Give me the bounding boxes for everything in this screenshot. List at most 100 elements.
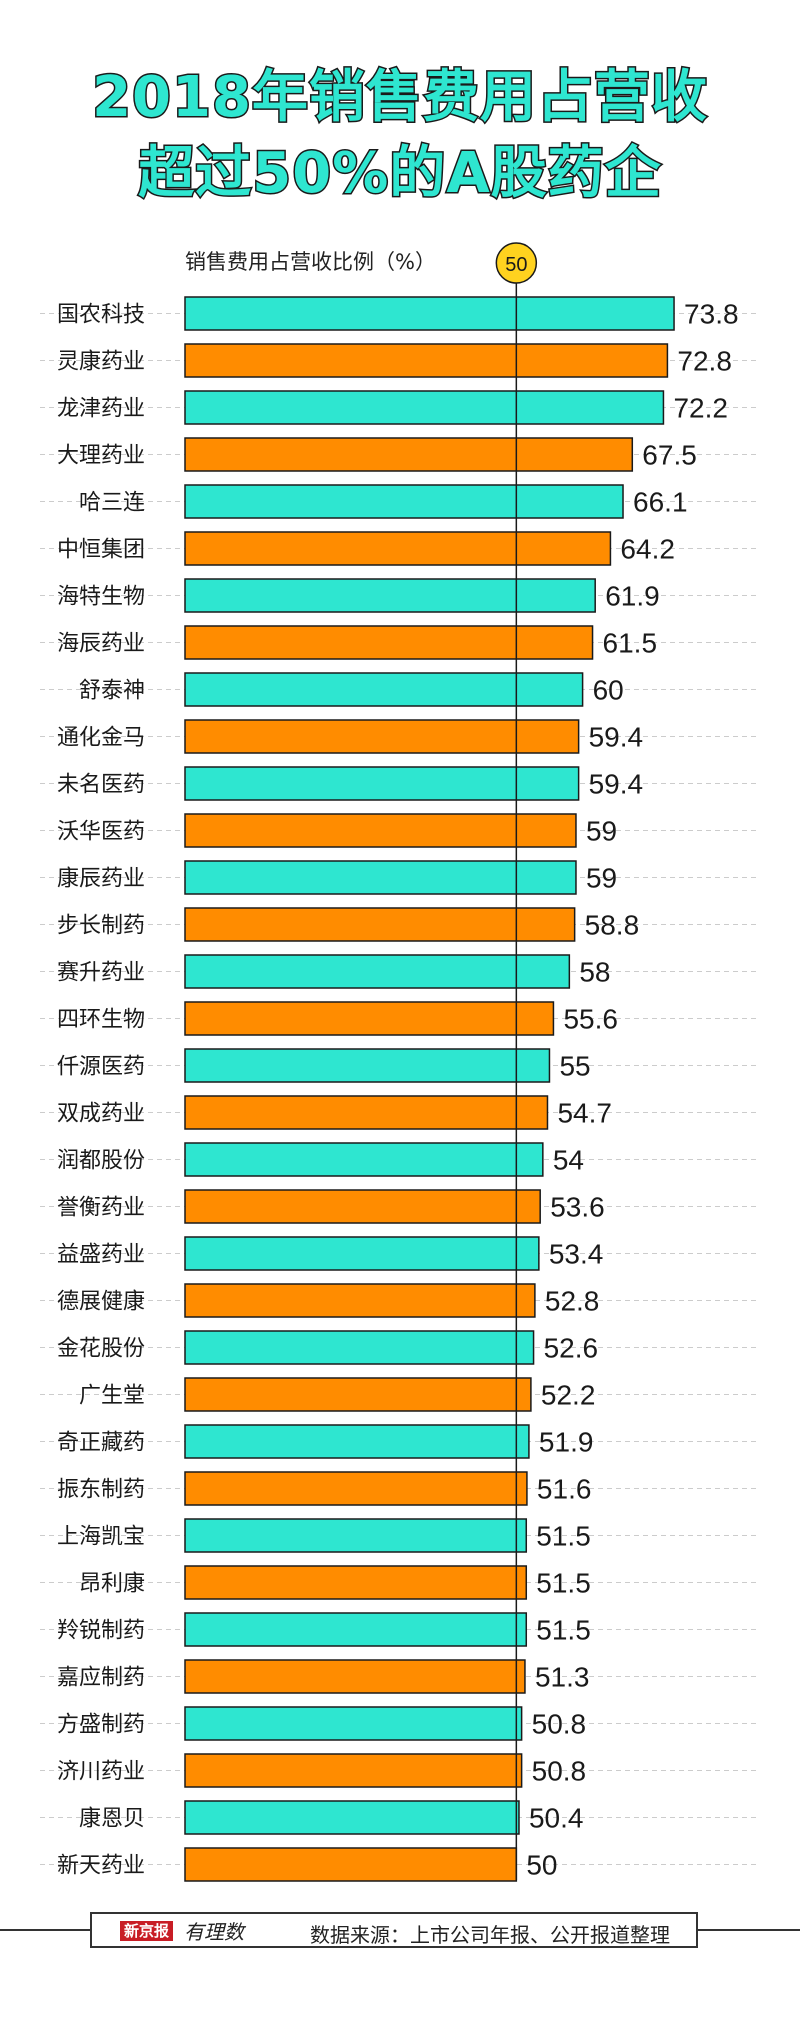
value-label: 61.5 — [603, 628, 658, 659]
category-label: 振东制药 — [57, 1478, 145, 1503]
bar — [184, 1001, 555, 1036]
value-label: 51.5 — [536, 1615, 591, 1646]
category-label: 双成药业 — [57, 1102, 145, 1127]
category-label: 大理药业 — [57, 444, 145, 469]
bar — [184, 907, 576, 942]
value-label: 50 — [526, 1850, 557, 1881]
category-label: 舒泰神 — [79, 679, 145, 704]
category-label: 德展健康 — [57, 1290, 145, 1315]
category-label: 步长制药 — [57, 914, 145, 939]
bar — [184, 578, 596, 613]
bar — [184, 1330, 535, 1365]
bar — [184, 484, 624, 519]
bar — [184, 1236, 540, 1271]
value-label: 50.8 — [532, 1709, 587, 1740]
value-label: 50.4 — [529, 1803, 584, 1834]
category-label: 海辰药业 — [57, 632, 145, 657]
value-label: 60 — [593, 675, 624, 706]
bar — [184, 1847, 518, 1882]
value-label: 55.6 — [563, 1004, 618, 1035]
value-label: 59 — [586, 816, 617, 847]
data-source: 数据来源：上市公司年报、公开报道整理 — [310, 1923, 670, 1947]
bar — [184, 1471, 528, 1506]
value-label: 53.6 — [550, 1192, 605, 1223]
value-label: 52.6 — [544, 1333, 599, 1364]
category-label: 哈三连 — [79, 491, 145, 516]
value-label: 66.1 — [633, 487, 688, 518]
value-label: 61.9 — [605, 581, 660, 612]
value-label: 55 — [559, 1051, 590, 1082]
category-label: 仟源医药 — [57, 1055, 145, 1080]
category-label: 济川药业 — [57, 1760, 145, 1785]
value-label: 72.8 — [677, 346, 732, 377]
bar — [184, 437, 634, 472]
category-label: 广生堂 — [79, 1384, 145, 1409]
category-label: 海特生物 — [57, 585, 145, 610]
category-label: 中恒集团 — [57, 538, 145, 563]
bar — [184, 1518, 528, 1553]
bar — [184, 1612, 528, 1647]
category-label: 四环生物 — [57, 1008, 145, 1033]
value-label: 67.5 — [642, 440, 697, 471]
bar — [184, 1048, 551, 1083]
category-label: 国农科技 — [57, 303, 145, 328]
bar — [184, 296, 675, 331]
value-label: 51.5 — [536, 1521, 591, 1552]
value-label: 51.5 — [536, 1568, 591, 1599]
reference-badge — [495, 242, 538, 284]
bar — [184, 531, 612, 566]
category-label: 未名医药 — [57, 773, 145, 798]
bar — [184, 625, 594, 660]
value-label: 53.4 — [549, 1239, 604, 1270]
category-label: 康辰药业 — [57, 867, 145, 892]
category-label: 昂利康 — [79, 1572, 145, 1597]
bar — [184, 1283, 536, 1318]
value-label: 59 — [586, 863, 617, 894]
bar — [184, 954, 571, 989]
bar — [184, 1095, 549, 1130]
publisher-column-logo: 有理数 — [184, 1920, 244, 1944]
bar — [184, 1377, 532, 1412]
value-label: 50.8 — [532, 1756, 587, 1787]
value-label: 58.8 — [585, 910, 640, 941]
value-label: 59.4 — [589, 769, 644, 800]
bar — [184, 813, 577, 848]
reference-label: 50 — [505, 254, 527, 276]
category-label: 奇正藏药 — [57, 1431, 145, 1456]
value-label: 64.2 — [620, 534, 675, 565]
publisher-logo: 新京报 — [120, 1921, 174, 1941]
bar — [184, 390, 665, 425]
category-label: 上海凯宝 — [57, 1525, 145, 1550]
category-label: 羚锐制药 — [57, 1619, 145, 1644]
value-label: 58 — [579, 957, 610, 988]
category-label: 沃华医药 — [57, 820, 145, 845]
value-label: 51.3 — [535, 1662, 590, 1693]
chart-title-line-1: 2018年销售费用占营收 — [91, 64, 709, 132]
value-label: 73.8 — [684, 299, 739, 330]
bar — [184, 1189, 541, 1224]
value-label: 54.7 — [557, 1098, 612, 1129]
bar — [184, 672, 584, 707]
value-label: 51.9 — [539, 1427, 594, 1458]
bar — [184, 860, 577, 895]
bar — [184, 1142, 544, 1177]
unit-label: 销售费用占营收比例（%） — [185, 250, 436, 274]
category-label: 嘉应制药 — [57, 1666, 145, 1691]
category-label: 龙津药业 — [57, 397, 145, 422]
value-label: 51.6 — [537, 1474, 592, 1505]
value-label: 72.2 — [673, 393, 728, 424]
category-label: 誉衡药业 — [57, 1196, 145, 1221]
bar — [184, 1753, 523, 1788]
bar — [184, 1800, 520, 1835]
footer: 新京报 有理数 数据来源：上市公司年报、公开报道整理 — [90, 1912, 698, 1948]
category-label: 灵康药业 — [57, 350, 145, 375]
value-label: 59.4 — [589, 722, 644, 753]
value-label: 52.8 — [545, 1286, 600, 1317]
value-label: 52.2 — [541, 1380, 596, 1411]
bar — [184, 343, 669, 378]
chart-title-line-2: 超过50%的A股药企 — [137, 140, 662, 208]
bar — [184, 766, 580, 801]
bar — [184, 1424, 530, 1459]
category-label: 新天药业 — [57, 1854, 145, 1879]
